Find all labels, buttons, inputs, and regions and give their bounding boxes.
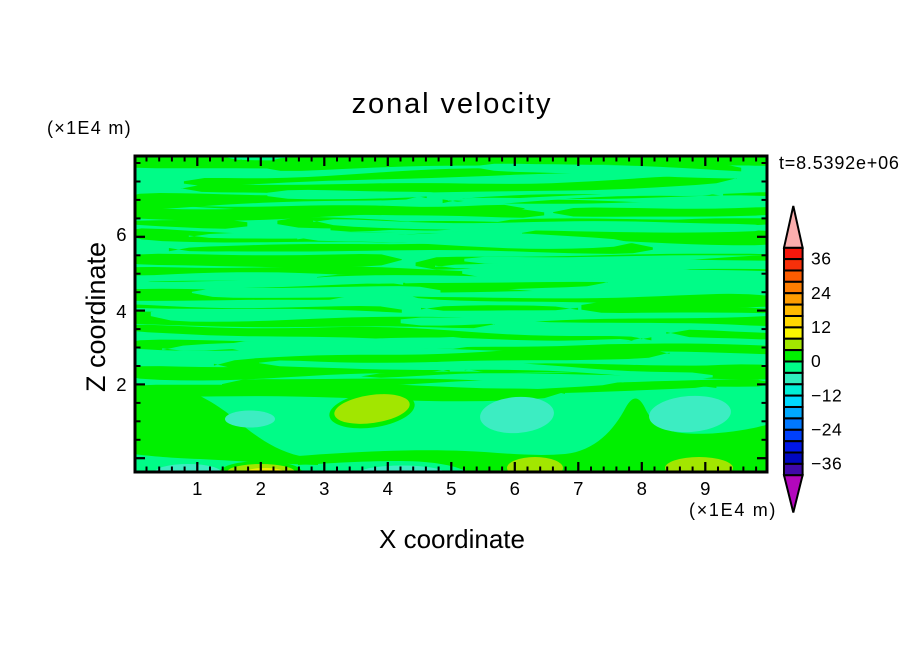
svg-text:8: 8	[637, 478, 647, 499]
svg-text:0: 0	[811, 351, 821, 371]
svg-text:4: 4	[116, 301, 126, 322]
svg-text:t=8.5392e+06: t=8.5392e+06	[779, 153, 900, 173]
svg-text:−24: −24	[811, 419, 842, 439]
svg-text:12: 12	[811, 317, 831, 337]
svg-text:2: 2	[256, 478, 266, 499]
svg-text:(×1E4 m): (×1E4 m)	[689, 500, 777, 520]
svg-text:−36: −36	[811, 454, 842, 474]
svg-text:Z coordinate: Z coordinate	[81, 242, 111, 392]
svg-text:24: 24	[811, 283, 831, 303]
svg-text:(×1E4 m): (×1E4 m)	[47, 118, 132, 138]
svg-text:−12: −12	[811, 385, 842, 405]
svg-text:X coordinate: X coordinate	[379, 524, 525, 554]
svg-text:zonal velocity: zonal velocity	[352, 88, 553, 120]
svg-text:9: 9	[700, 478, 710, 499]
svg-text:4: 4	[383, 478, 393, 499]
svg-text:6: 6	[510, 478, 520, 499]
svg-text:36: 36	[811, 249, 831, 269]
svg-text:5: 5	[446, 478, 456, 499]
svg-text:2: 2	[116, 374, 126, 395]
svg-text:1: 1	[192, 478, 202, 499]
svg-text:7: 7	[573, 478, 583, 499]
svg-text:6: 6	[116, 224, 126, 245]
svg-text:3: 3	[319, 478, 329, 499]
